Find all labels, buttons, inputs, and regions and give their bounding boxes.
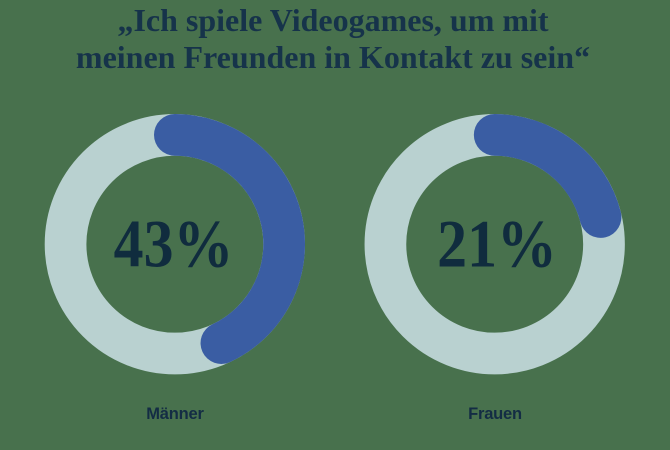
svg-text:43%: 43% <box>114 206 234 281</box>
svg-text:21%: 21% <box>437 206 557 281</box>
